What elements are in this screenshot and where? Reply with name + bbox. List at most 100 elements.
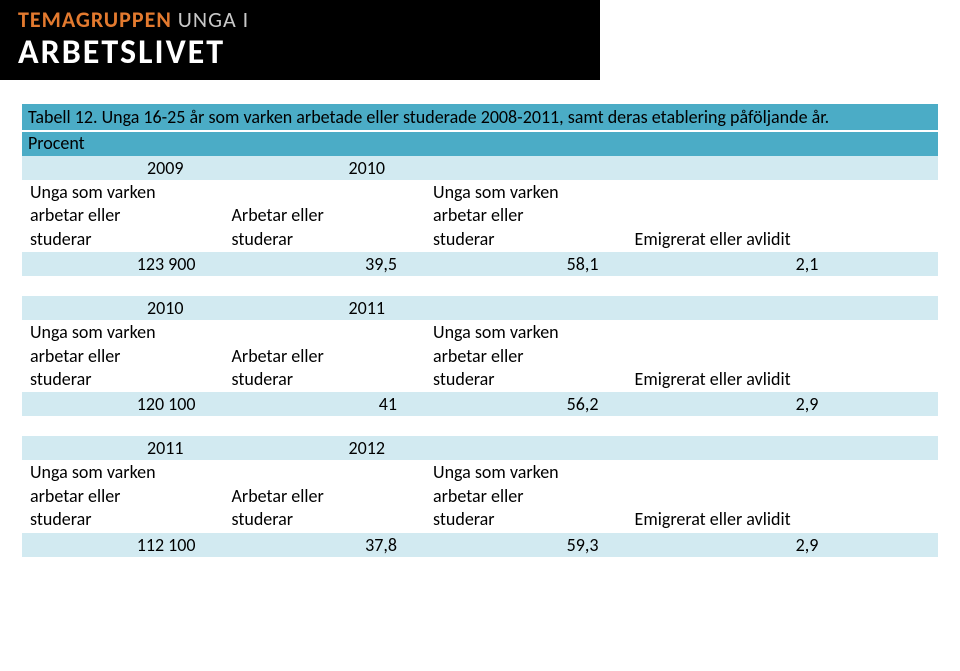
header-row: Unga som varkenarbetar ellerstuderarArbe… — [22, 460, 938, 532]
header-line: arbetar eller — [433, 204, 619, 227]
value-cell: 123 900 — [22, 252, 224, 276]
header-line: studerar — [433, 368, 619, 391]
column-header: Unga som varkenarbetar ellerstuderar — [22, 320, 224, 392]
header-line: arbetar eller — [433, 485, 619, 508]
content-area: Tabell 12. Unga 16-25 år som varken arbe… — [0, 80, 960, 557]
header-line: arbetar eller — [433, 345, 619, 368]
header-line: Unga som varken — [433, 321, 619, 344]
header-line: Unga som varken — [30, 181, 216, 204]
column-header: Unga som varkenarbetar ellerstuderar — [425, 180, 627, 252]
banner-sub: UNGA I — [172, 6, 249, 33]
gap-row — [22, 416, 938, 436]
value-cell: 2,1 — [627, 252, 847, 276]
year-b: 2012 — [224, 436, 426, 460]
year-b: 2010 — [224, 156, 426, 180]
value-cell: 2,9 — [627, 533, 847, 557]
spacer — [846, 460, 938, 532]
column-header: Unga som varkenarbetar ellerstuderar — [22, 460, 224, 532]
spacer — [627, 296, 847, 320]
spacer — [846, 180, 938, 252]
spacer — [846, 320, 938, 392]
header-line: studerar — [232, 508, 418, 531]
header-line: Arbetar eller — [232, 485, 418, 508]
header-banner: TEMAGRUPPEN UNGA I ARBETSLIVET — [0, 0, 600, 80]
spacer — [627, 436, 847, 460]
spacer — [846, 276, 938, 296]
header-line: Emigrerat eller avlidit — [635, 228, 839, 251]
value-row: 120 1004156,22,9 — [22, 392, 938, 416]
gap-row — [22, 276, 938, 296]
spacer — [224, 416, 426, 436]
header-line: arbetar eller — [30, 204, 216, 227]
column-header: Unga som varkenarbetar ellerstuderar — [425, 460, 627, 532]
value-cell: 37,8 — [224, 533, 426, 557]
header-row: Unga som varkenarbetar ellerstuderarArbe… — [22, 180, 938, 252]
banner-brand: TEMAGRUPPEN — [18, 6, 172, 33]
header-line: studerar — [433, 508, 619, 531]
value-row: 123 90039,558,12,1 — [22, 252, 938, 276]
banner-line1: TEMAGRUPPEN UNGA I — [18, 6, 249, 33]
header-line: Unga som varken — [433, 461, 619, 484]
header-line: arbetar eller — [30, 345, 216, 368]
value-cell: 41 — [224, 392, 426, 416]
spacer — [425, 296, 627, 320]
year-row: 20112012 — [22, 436, 938, 460]
column-header: Arbetar ellerstuderar — [224, 320, 426, 392]
column-header: Arbetar ellerstuderar — [224, 460, 426, 532]
header-line: Emigrerat eller avlidit — [635, 508, 839, 531]
year-b: 2011 — [224, 296, 426, 320]
value-cell: 120 100 — [22, 392, 224, 416]
value-cell: 2,9 — [627, 392, 847, 416]
spacer — [627, 416, 847, 436]
header-row: Unga som varkenarbetar ellerstuderarArbe… — [22, 320, 938, 392]
spacer — [846, 533, 938, 557]
spacer — [22, 416, 224, 436]
spacer — [627, 156, 847, 180]
spacer — [22, 276, 224, 296]
spacer — [224, 276, 426, 296]
column-header: Unga som varkenarbetar ellerstuderar — [22, 180, 224, 252]
value-cell: 56,2 — [425, 392, 627, 416]
column-header: Emigrerat eller avlidit — [627, 320, 847, 392]
header-line: studerar — [30, 508, 216, 531]
value-cell: 58,1 — [425, 252, 627, 276]
year-a: 2009 — [22, 156, 224, 180]
header-line: Unga som varken — [433, 181, 619, 204]
header-line: studerar — [232, 228, 418, 251]
data-table: 20092010Unga som varkenarbetar ellerstud… — [22, 156, 938, 557]
column-header: Arbetar ellerstuderar — [224, 180, 426, 252]
value-row: 112 10037,859,32,9 — [22, 533, 938, 557]
procent-label: Procent — [22, 132, 938, 156]
spacer — [846, 156, 938, 180]
value-cell: 39,5 — [224, 252, 426, 276]
year-a: 2011 — [22, 436, 224, 460]
header-line: Unga som varken — [30, 321, 216, 344]
header-line: Arbetar eller — [232, 204, 418, 227]
value-cell: 59,3 — [425, 533, 627, 557]
header-line: Emigrerat eller avlidit — [635, 368, 839, 391]
spacer — [846, 252, 938, 276]
value-cell: 112 100 — [22, 533, 224, 557]
year-row: 20092010 — [22, 156, 938, 180]
column-header: Emigrerat eller avlidit — [627, 460, 847, 532]
header-line: arbetar eller — [30, 485, 216, 508]
spacer — [425, 156, 627, 180]
spacer — [846, 296, 938, 320]
header-line: studerar — [232, 368, 418, 391]
header-line: Unga som varken — [30, 461, 216, 484]
column-header: Emigrerat eller avlidit — [627, 180, 847, 252]
column-header: Unga som varkenarbetar ellerstuderar — [425, 320, 627, 392]
spacer — [846, 392, 938, 416]
header-line: studerar — [433, 228, 619, 251]
header-line: Arbetar eller — [232, 345, 418, 368]
spacer — [627, 276, 847, 296]
header-line: studerar — [30, 228, 216, 251]
spacer — [425, 276, 627, 296]
header-line: studerar — [30, 368, 216, 391]
spacer — [425, 416, 627, 436]
spacer — [846, 416, 938, 436]
banner-line2: ARBETSLIVET — [18, 32, 225, 73]
spacer — [425, 436, 627, 460]
year-row: 20102011 — [22, 296, 938, 320]
year-a: 2010 — [22, 296, 224, 320]
